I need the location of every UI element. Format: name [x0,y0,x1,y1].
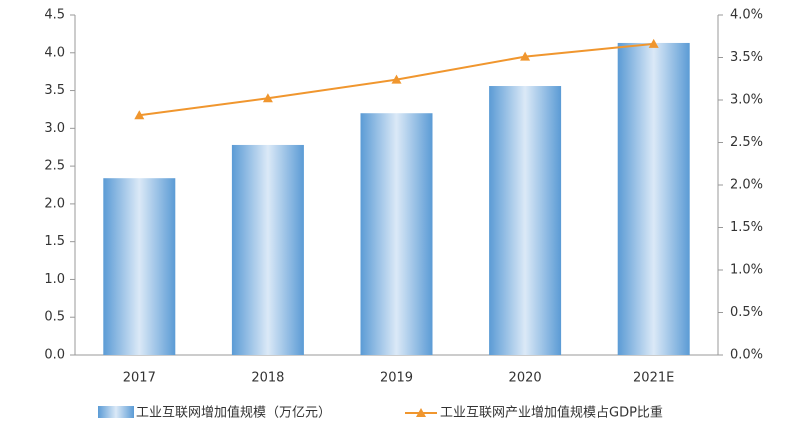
y2-tick-label: 0.5% [730,305,763,320]
line-marker [391,74,402,84]
x-tick-label: 2018 [251,371,284,386]
y-tick-label: 4.0 [44,45,65,60]
bar [489,86,562,356]
y-tick-label: 3.0 [44,121,65,136]
legend-swatch [98,406,134,418]
line-marker [648,38,659,48]
y2-tick-label: 1.0% [730,263,763,278]
y2-tick-label: 3.0% [730,93,763,108]
y-tick-label: 0.0 [44,348,65,363]
bar [360,113,433,355]
y2-tick-label: 4.0% [730,8,763,23]
line-marker [520,51,531,61]
line-marker [262,93,273,103]
y2-tick-label: 1.5% [730,220,763,235]
y2-tick-label: 2.5% [730,135,763,150]
y2-tick-label: 3.5% [730,50,763,65]
y-tick-label: 4.5 [44,8,65,23]
x-tick-label: 2019 [380,371,413,386]
x-tick-label: 2020 [509,371,542,386]
bar [103,178,176,355]
legend-label: 工业互联网产业增加值规模占GDP比重 [440,405,663,421]
y-tick-label: 0.5 [44,310,65,325]
y-tick-label: 3.5 [44,83,65,98]
bar [231,144,304,355]
y-tick-label: 1.5 [44,234,65,249]
bar [617,42,690,355]
y-tick-label: 2.5 [44,159,65,174]
x-tick-label: 2017 [123,371,156,386]
legend-marker [416,408,426,417]
y2-tick-label: 2.0% [730,178,763,193]
x-tick-label: 2021E [633,371,674,386]
legend-label: 工业互联网增加值规模（万亿元） [136,405,331,421]
y-tick-label: 2.0 [44,196,65,211]
y2-tick-label: 0.0% [730,348,763,363]
line-marker [134,110,145,120]
y-tick-label: 1.0 [44,272,65,287]
